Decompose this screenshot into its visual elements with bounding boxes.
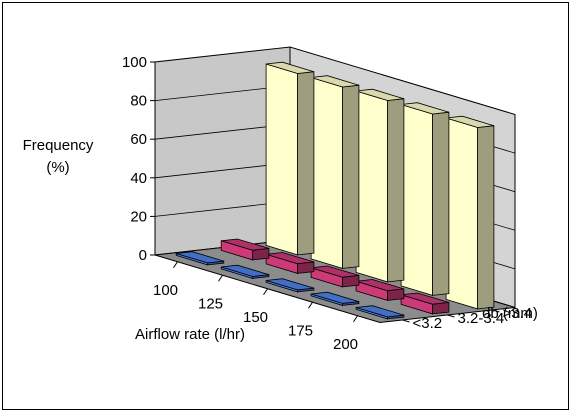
bar-125-series-1	[265, 252, 315, 274]
bar-175-series-1	[355, 279, 405, 301]
depth-axis-label: db (mm)	[482, 305, 538, 322]
bar-175-series-2	[400, 102, 450, 296]
y-tick-label: 40	[130, 170, 147, 187]
depth-tick-label: <3.2	[413, 315, 443, 332]
bar-200-series-2	[445, 115, 495, 310]
bar-125-series-0	[220, 264, 270, 279]
y-tick-label: 60	[130, 131, 147, 148]
bar-175-series-0	[310, 291, 360, 306]
x-tick-label: 125	[198, 295, 223, 312]
bar-100-series-0	[175, 251, 225, 266]
x-axis-label: Airflow rate (l/hr)	[135, 326, 245, 343]
x-tick-label: 175	[288, 322, 313, 339]
bar-100-series-1	[220, 238, 270, 261]
bar-200-series-1	[400, 292, 450, 315]
bar-200-series-0	[355, 305, 405, 320]
bar-100-series-2	[265, 61, 315, 256]
y-tick-label: 100	[122, 54, 147, 71]
x-tick-label: 200	[333, 336, 358, 353]
bar-150-series-0	[265, 278, 315, 293]
bar-150-series-1	[310, 265, 360, 288]
x-tick-label: 150	[243, 309, 268, 326]
y-tick-label: 0	[139, 247, 147, 264]
y-tick-label: 80	[130, 93, 147, 110]
depth-tick-label: 3.2-3.4	[458, 310, 505, 327]
y-axis-label-line-2: (%)	[46, 159, 69, 176]
y-tick-label: 20	[130, 208, 147, 225]
bars	[175, 61, 495, 320]
y-axis-label-line-1: Frequency	[23, 137, 94, 154]
x-tick-label: 100	[153, 282, 178, 299]
axes: 0 20 40 60 80 100 100 125 150 175 200 <3.2 3.2-3.4>3…	[122, 54, 532, 353]
bar-125-series-2	[310, 75, 360, 269]
bar-150-series-2	[355, 88, 405, 283]
depth-tick-label: >3.4	[503, 305, 533, 322]
